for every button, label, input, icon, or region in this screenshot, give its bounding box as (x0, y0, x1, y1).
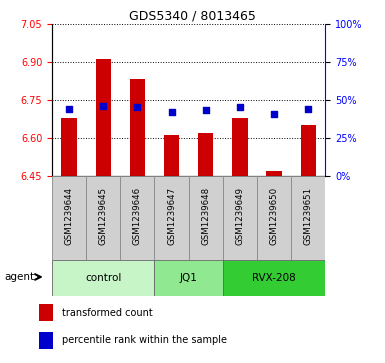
Bar (232, 118, 248, 176)
Bar (257, 176, 291, 260)
Text: JQ1: JQ1 (180, 273, 198, 283)
Text: control: control (85, 273, 121, 283)
Point (169, 109, 175, 115)
Bar (38, 304, 53, 321)
Text: GSM1239644: GSM1239644 (65, 187, 74, 245)
Bar (266, 171, 282, 176)
Text: transformed count: transformed count (62, 307, 153, 318)
Point (305, 106, 311, 112)
Bar (291, 176, 325, 260)
Bar (189, 176, 223, 260)
Bar (95, 59, 111, 176)
Text: GDS5340 / 8013465: GDS5340 / 8013465 (129, 9, 256, 22)
Bar (52, 176, 86, 260)
Bar (130, 79, 145, 176)
Text: GSM1239647: GSM1239647 (167, 187, 176, 245)
Bar (61, 118, 77, 176)
Text: percentile rank within the sample: percentile rank within the sample (62, 335, 227, 345)
Text: agent: agent (4, 272, 34, 282)
Point (134, 105, 141, 110)
Bar (223, 260, 325, 296)
Bar (223, 176, 257, 260)
Bar (154, 260, 223, 296)
Bar (52, 260, 154, 296)
Text: RVX-208: RVX-208 (252, 273, 296, 283)
Text: GSM1239646: GSM1239646 (133, 187, 142, 245)
Text: GSM1239650: GSM1239650 (270, 187, 279, 245)
Text: GSM1239645: GSM1239645 (99, 187, 108, 245)
Text: GSM1239648: GSM1239648 (201, 187, 210, 245)
Bar (154, 176, 189, 260)
Point (271, 111, 277, 117)
Point (203, 107, 209, 113)
Text: GSM1239649: GSM1239649 (235, 187, 244, 245)
Point (237, 105, 243, 110)
Point (100, 103, 106, 109)
Bar (86, 176, 120, 260)
Bar (38, 332, 53, 348)
Bar (164, 135, 179, 176)
Bar (120, 176, 154, 260)
Bar (301, 125, 316, 176)
Bar (198, 133, 213, 176)
Point (66, 106, 72, 112)
Text: GSM1239651: GSM1239651 (304, 187, 313, 245)
